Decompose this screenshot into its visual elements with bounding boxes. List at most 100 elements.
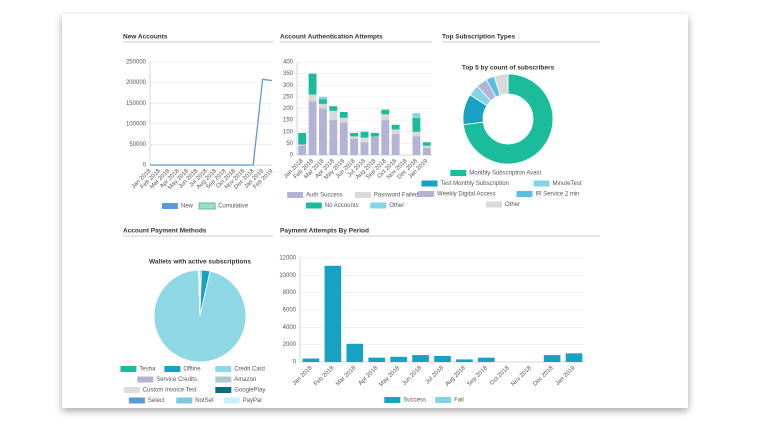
slice	[462, 73, 554, 165]
y-tick-label: 250000	[126, 60, 147, 66]
chart-subtitle: Wallets with active subscriptions	[149, 259, 251, 266]
y-tick-label: 200000	[126, 80, 147, 86]
y-tick-label: 8000	[283, 290, 297, 296]
y-tick-label: 50	[286, 141, 293, 147]
legend-label: Offline	[183, 367, 201, 373]
bar	[329, 110, 338, 121]
y-tick-label: 6000	[283, 308, 297, 314]
bar	[412, 113, 421, 118]
legend-label: Monthly Subscription Avast	[469, 171, 541, 177]
legend-swatch	[384, 397, 401, 403]
legend-label: Service Credits	[156, 377, 197, 383]
bar	[308, 101, 317, 155]
bar	[308, 94, 317, 102]
legend-swatch	[198, 202, 216, 210]
chart-subtitle: Top 5 by count of subscribers	[462, 65, 555, 72]
legend-swatch	[305, 202, 322, 209]
legend-label: Success	[403, 398, 426, 404]
bar	[329, 120, 338, 155]
legend-swatch	[533, 180, 550, 187]
bar	[422, 145, 431, 149]
bar	[319, 103, 327, 109]
legend-label: Select	[148, 398, 165, 404]
bar	[298, 144, 307, 146]
bar	[381, 109, 390, 115]
y-tick-label: 12000	[279, 256, 296, 262]
bar	[319, 96, 327, 100]
y-tick-label: 200	[283, 106, 294, 112]
legend-swatch	[450, 170, 467, 176]
legend-swatch	[421, 180, 438, 187]
legend-label: No Accounts	[325, 203, 359, 209]
legend-label: Password Failed	[374, 193, 418, 199]
bar	[329, 106, 338, 111]
y-tick-label: 250	[283, 94, 294, 100]
bar	[370, 132, 379, 137]
bar	[543, 355, 561, 362]
legend-swatch	[137, 376, 154, 383]
legend-label: Custom Invoice Test	[143, 388, 197, 394]
legend-label: PayPal	[243, 398, 262, 404]
y-tick-label: 400	[283, 60, 294, 66]
y-tick-label: 150	[283, 118, 294, 124]
card	[62, 14, 688, 408]
legend-label: Amazon	[234, 377, 256, 383]
bar	[412, 355, 429, 362]
y-tick-label: 10000	[279, 273, 296, 279]
section-title: Payment Attempts By Period	[280, 228, 369, 235]
legend-swatch	[123, 387, 140, 393]
legend-swatch	[370, 202, 387, 209]
bar	[391, 124, 400, 130]
y-tick-label: 100000	[126, 121, 147, 127]
legend-label: Test Monthly Subscription	[441, 181, 509, 187]
bar	[412, 131, 421, 137]
bar	[339, 122, 348, 155]
bar	[319, 108, 327, 155]
legend-label: Auth Success	[306, 193, 343, 199]
section-title: Account Authentication Attempts	[280, 34, 383, 41]
slice	[493, 73, 509, 96]
section-title: Top Subscription Types	[442, 34, 515, 41]
bar	[302, 358, 320, 362]
section-title: Account Payment Methods	[123, 228, 207, 235]
legend-swatch	[418, 191, 435, 197]
legend-label: New	[181, 204, 194, 210]
legend-label: Cumulative	[218, 204, 249, 210]
legend-swatch	[176, 397, 193, 404]
legend-label: Other	[389, 203, 404, 209]
bar	[350, 136, 359, 139]
bar	[298, 145, 307, 155]
bar	[391, 129, 400, 135]
legend-swatch	[486, 201, 502, 208]
bar	[339, 117, 348, 123]
bar	[339, 111, 348, 118]
legend-label: Other	[505, 202, 520, 208]
legend-label: NotSet	[195, 398, 214, 404]
bar	[324, 265, 342, 362]
legend-swatch	[215, 387, 232, 393]
legend-swatch	[354, 192, 371, 198]
line	[150, 78, 273, 166]
y-tick-label: 0	[290, 153, 294, 159]
y-tick-label: 150000	[126, 101, 147, 107]
bar	[370, 136, 379, 155]
legend-swatch	[223, 397, 240, 404]
section-title: New Accounts	[123, 34, 168, 41]
y-tick-label: 300	[283, 83, 294, 89]
bar	[381, 120, 390, 155]
bar	[360, 131, 369, 138]
legend-swatch	[161, 203, 178, 209]
bar	[368, 357, 386, 362]
y-tick-label: 350	[283, 71, 294, 77]
legend-label: GooglePlay	[234, 388, 265, 394]
bar	[456, 359, 473, 362]
legend-label: Tesha	[139, 367, 156, 373]
legend-swatch	[215, 366, 232, 372]
y-tick-label: 4000	[283, 325, 297, 331]
bar	[360, 137, 369, 143]
legend-swatch	[287, 192, 304, 198]
bar	[412, 136, 421, 155]
bar	[478, 357, 495, 362]
bar	[360, 142, 369, 155]
